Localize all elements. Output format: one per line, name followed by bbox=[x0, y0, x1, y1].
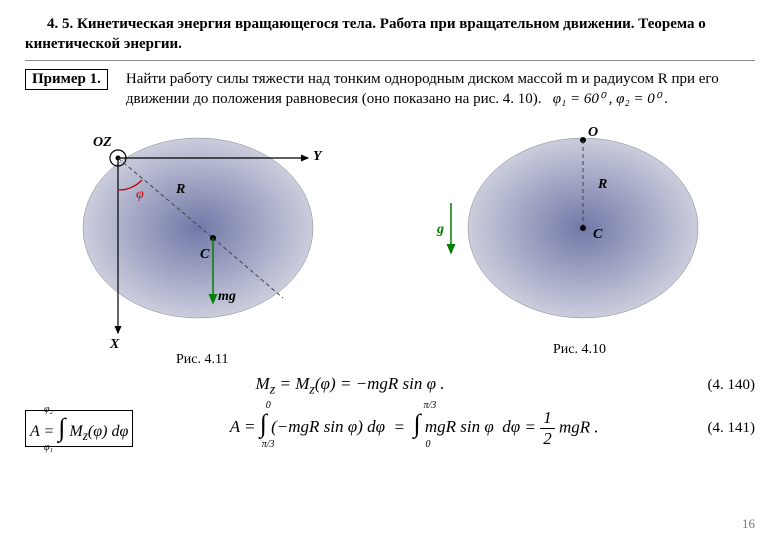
formula-box: φ₂ φ₁ A = ∫ Mz(φ) dφ bbox=[25, 410, 133, 447]
task-formula: φ₁ = 60⁰ , φ₂ = 0⁰ . bbox=[553, 91, 669, 107]
svg-text:Y: Y bbox=[313, 149, 323, 164]
svg-text:R: R bbox=[597, 177, 607, 192]
equation-141-num: (4. 141) bbox=[695, 420, 755, 437]
svg-text:C: C bbox=[200, 247, 210, 262]
svg-text:O: O bbox=[588, 125, 598, 140]
equation-141-row: φ₂ φ₁ A = ∫ Mz(φ) dφ 0 π/3 A = ∫ (−mgR s… bbox=[25, 408, 755, 449]
divider bbox=[25, 60, 755, 61]
svg-text:OZ: OZ bbox=[93, 135, 112, 150]
svg-text:X: X bbox=[109, 337, 120, 352]
task-text: Найти работу силы тяжести над тонким одн… bbox=[126, 69, 755, 110]
diagrams-row: OZ Y X φ R C mg⃗ Рис. 4.11 O R C g⃗ Рис.… bbox=[25, 118, 755, 368]
svg-text:Рис. 4.11: Рис. 4.11 bbox=[176, 352, 228, 367]
svg-text:mg⃗: mg⃗ bbox=[218, 289, 247, 304]
svg-text:φ: φ bbox=[136, 187, 144, 202]
svg-text:C: C bbox=[593, 227, 603, 242]
equation-141: 0 π/3 A = ∫ (−mgR sin φ) dφ = π/3 0 ∫ mg… bbox=[153, 408, 675, 449]
page-number: 16 bbox=[742, 516, 755, 532]
equation-140: Mz = Mz(φ) = −mgR sin φ . bbox=[256, 374, 445, 393]
figure-4-10: O R C g⃗ Рис. 4.10 bbox=[423, 118, 723, 368]
section-heading: 4. 5. Кинетическая энергия вращающегося … bbox=[25, 15, 755, 54]
svg-text:R: R bbox=[175, 182, 185, 197]
svg-text:g⃗: g⃗ bbox=[436, 222, 455, 237]
svg-text:Рис. 4.10: Рис. 4.10 bbox=[553, 342, 606, 357]
equation-140-num: (4. 140) bbox=[695, 377, 755, 394]
example-label-box: Пример 1. bbox=[25, 69, 108, 90]
figure-4-11: OZ Y X φ R C mg⃗ Рис. 4.11 bbox=[58, 118, 358, 368]
equation-140-row: Mz = Mz(φ) = −mgR sin φ . (4. 140) bbox=[25, 374, 755, 398]
